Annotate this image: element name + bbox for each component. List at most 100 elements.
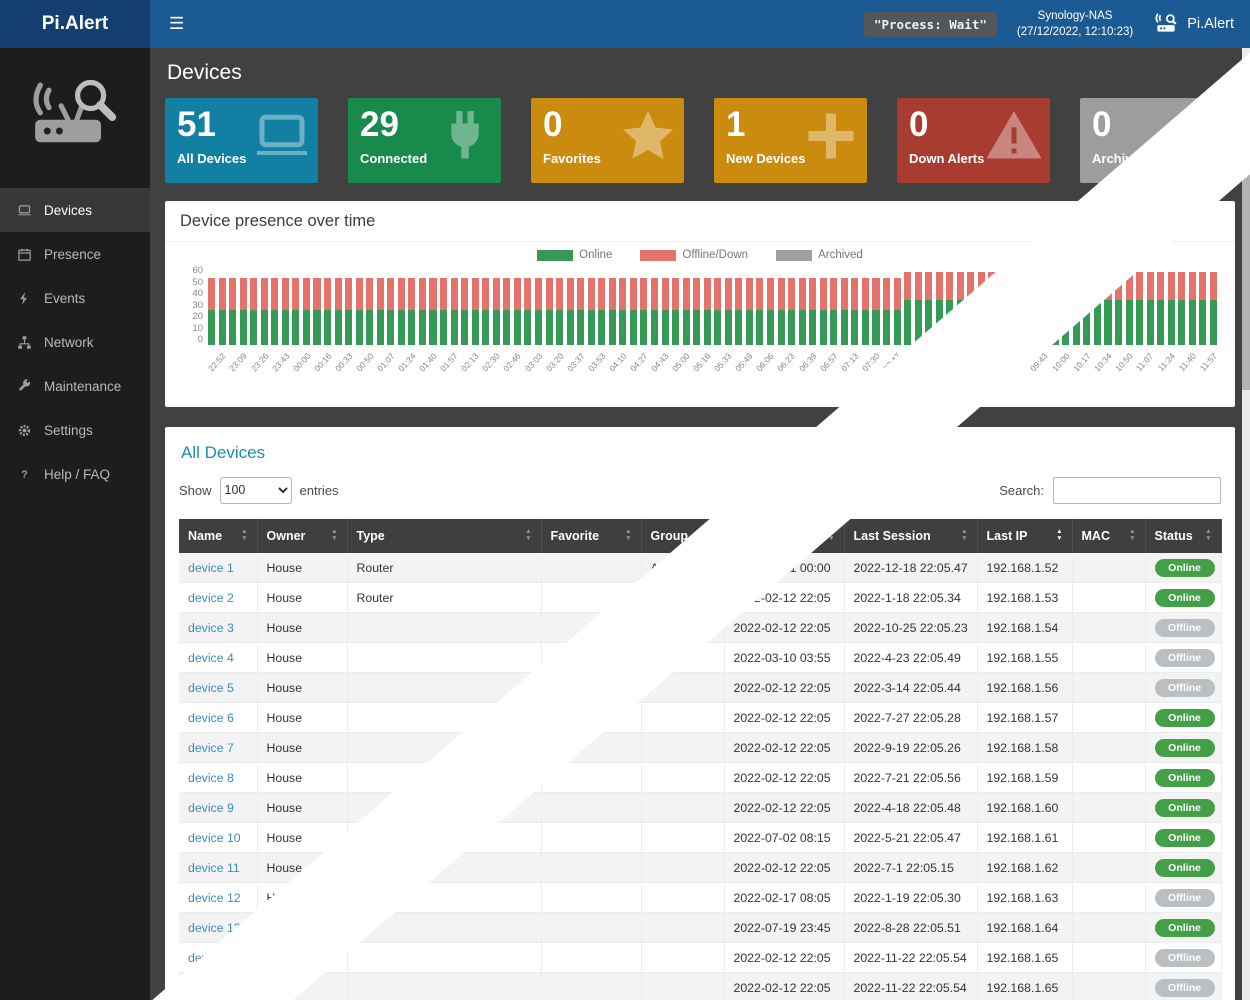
cell-name: device 13 <box>179 912 258 943</box>
sidebar-item-help-faq[interactable]: ? Help / FAQ <box>0 452 150 496</box>
table-row[interactable]: device 10 House 2022-07-02 08:15 2022-5-21 … <box>179 822 1222 853</box>
table-title: All Devices <box>181 443 266 462</box>
x-axis-label: 03:03 <box>522 351 545 374</box>
device-link[interactable]: device 13 <box>188 920 241 935</box>
sidebar-item-maintenance[interactable]: Maintenance <box>0 364 150 408</box>
cell-owner: House <box>257 732 348 763</box>
column-header-group[interactable]: Group ▲ ▼ <box>641 519 725 553</box>
column-header-first-session[interactable]: First Session ▲ ▼ <box>724 519 845 553</box>
status-badge: Offline <box>1154 888 1215 907</box>
sort-icon[interactable]: ▲ ▼ <box>828 528 835 542</box>
chart-bar <box>440 278 448 345</box>
device-link[interactable]: device 3 <box>188 620 234 635</box>
column-header-wrap: Favorite ▲ ▼ <box>551 528 632 543</box>
device-link[interactable]: device 5 <box>188 680 234 695</box>
column-header-mac[interactable]: MAC ▲ ▼ <box>1072 519 1146 553</box>
device-link[interactable]: device 4 <box>188 650 234 665</box>
table-row[interactable]: device 2 House Router 2022-02-12 22:05 2022-… <box>179 582 1222 613</box>
sidebar-item-presence[interactable]: Presence <box>0 232 150 276</box>
cell-last_session: 2022-1-19 22:05.30 <box>844 882 978 913</box>
hamburger-icon[interactable]: ☰ <box>165 10 188 38</box>
device-link[interactable]: device 10 <box>188 830 241 845</box>
x-axis-label: 06:23 <box>775 351 798 374</box>
column-header-status[interactable]: Status ▲ ▼ <box>1145 519 1222 553</box>
sort-icon[interactable]: ▲ ▼ <box>241 528 248 542</box>
table-row[interactable]: device 6 House 2022-02-12 22:05 2022-7-27 2… <box>179 702 1222 733</box>
x-axis-label: 03:53 <box>585 351 608 374</box>
bar-offline-segment <box>925 271 933 300</box>
sidebar-menu: Devices Presence Events Network Maintenance S… <box>0 188 150 496</box>
search-input[interactable] <box>1053 476 1221 504</box>
x-axis-label: 08:36 <box>944 351 966 374</box>
sidebar-item-network[interactable]: Network <box>0 320 150 364</box>
device-link[interactable]: device 9 <box>188 800 234 815</box>
scrollbar-thumb[interactable] <box>1242 160 1250 390</box>
device-link[interactable]: device 14 <box>188 980 241 995</box>
device-link[interactable]: device 1 <box>188 560 234 575</box>
device-link[interactable]: device 8 <box>188 770 234 785</box>
summary-tile-connected[interactable]: 29 Connected <box>348 98 501 183</box>
column-header-last-ip[interactable]: Last IP ▲ ▼ <box>977 519 1073 553</box>
entries-select[interactable]: 100 <box>219 476 292 504</box>
table-row[interactable]: device 5 House 2022-02-12 22:05 2022-3-14 2… <box>179 672 1222 703</box>
table-row[interactable]: device 3 House 2022-02-12 22:05 2022-10-25 … <box>179 612 1222 643</box>
sort-icon[interactable]: ▲ ▼ <box>525 528 532 542</box>
bar-online-segment <box>1041 299 1049 345</box>
sort-icon[interactable]: ▲ ▼ <box>331 528 338 542</box>
y-axis: 60 50 40 30 20 10 0 <box>180 265 208 345</box>
chart-title: Device presence over time <box>165 201 1235 242</box>
column-header-label: Type <box>356 529 385 543</box>
device-link[interactable]: device 14 <box>188 950 241 965</box>
sort-icon[interactable]: ▲ ▼ <box>1205 528 1212 542</box>
sort-icon[interactable]: ▲ ▼ <box>708 528 715 542</box>
device-link[interactable]: device 7 <box>188 740 234 755</box>
table-row[interactable]: device 11 House 2022-02-12 22:05 2022-7-1 2… <box>179 852 1222 883</box>
bar-online-segment <box>1062 299 1070 345</box>
summary-tile-all-devices[interactable]: 51 All Devices <box>165 98 318 183</box>
legend-item-online: Online <box>537 249 612 261</box>
table-row[interactable]: device 1 House Router Always on 2021-01-01 0… <box>179 553 1222 583</box>
cell-mac <box>1072 972 1146 1000</box>
table-row[interactable]: device 9 House 2022-02-12 22:05 2022-4-18 2… <box>179 792 1222 823</box>
bar-offline-segment <box>524 278 532 311</box>
column-header-last-session[interactable]: Last Session ▲ ▼ <box>844 519 978 553</box>
table-row[interactable]: device 8 House 2022-02-12 22:05 2022-7-21 2… <box>179 762 1222 793</box>
device-link[interactable]: device 11 <box>188 860 240 875</box>
sort-icon[interactable]: ▲ ▼ <box>961 528 968 542</box>
sort-icon[interactable]: ▲ ▼ <box>1129 528 1136 542</box>
table-row[interactable]: device 14 House 2022-02-12 22:05 2022-11-22… <box>179 972 1222 1000</box>
table-row[interactable]: device 12 House Laptop 2022-02-17 08:05 2022… <box>179 882 1222 913</box>
bar-online-segment <box>640 310 648 345</box>
column-header-owner[interactable]: Owner ▲ ▼ <box>257 519 348 553</box>
summary-tile-favorites[interactable]: 0 Favorites <box>531 98 684 183</box>
page-scrollbar[interactable] <box>1242 48 1250 1000</box>
device-link[interactable]: device 12 <box>188 890 241 905</box>
column-header-favorite[interactable]: Favorite ▲ ▼ <box>541 519 642 553</box>
sidebar-item-devices[interactable]: Devices <box>0 188 150 232</box>
bar-offline-segment <box>745 278 753 311</box>
table-row[interactable]: device 13 House 2022-07-19 23:45 2022-8-28 … <box>179 912 1222 943</box>
chart-bar <box>650 278 659 345</box>
brand-logo[interactable]: Pi .Alert <box>0 0 150 48</box>
bar-offline-segment <box>229 278 237 311</box>
sidebar-item-events[interactable]: Events <box>0 276 150 320</box>
table-row[interactable]: device 7 House 2022-02-12 22:05 2022-9-19 2… <box>179 732 1222 763</box>
chart-bar <box>482 278 490 345</box>
cell-first_session: 2022-02-12 22:05 <box>724 792 845 823</box>
summary-tile-down-alerts[interactable]: 0 Down Alerts <box>897 98 1050 183</box>
cell-last_ip: 192.168.1.53 <box>977 582 1073 613</box>
summary-tile-new-devices[interactable]: 1 New Devices <box>714 98 867 183</box>
device-link[interactable]: device 2 <box>188 590 234 605</box>
column-header-name[interactable]: Name ▲ ▼ <box>179 519 258 553</box>
sort-icon[interactable]: ▲ ▼ <box>1056 528 1063 542</box>
bar-offline-segment <box>608 278 616 311</box>
chart-bar <box>250 278 258 345</box>
summary-tile-archived[interactable]: 0 Archived <box>1080 98 1233 183</box>
table-row[interactable]: device 14 House 2022-02-12 22:05 2022-11-22… <box>179 942 1222 973</box>
table-row[interactable]: device 4 House 2022-03-10 03:55 2022-4-23 2… <box>179 642 1222 673</box>
column-header-type[interactable]: Type ▲ ▼ <box>347 519 542 553</box>
sidebar-item-settings[interactable]: Settings <box>0 408 150 452</box>
sort-icon[interactable]: ▲ ▼ <box>625 528 632 542</box>
x-axis-label: 11:07 <box>1134 351 1156 374</box>
device-link[interactable]: device 6 <box>188 710 234 725</box>
